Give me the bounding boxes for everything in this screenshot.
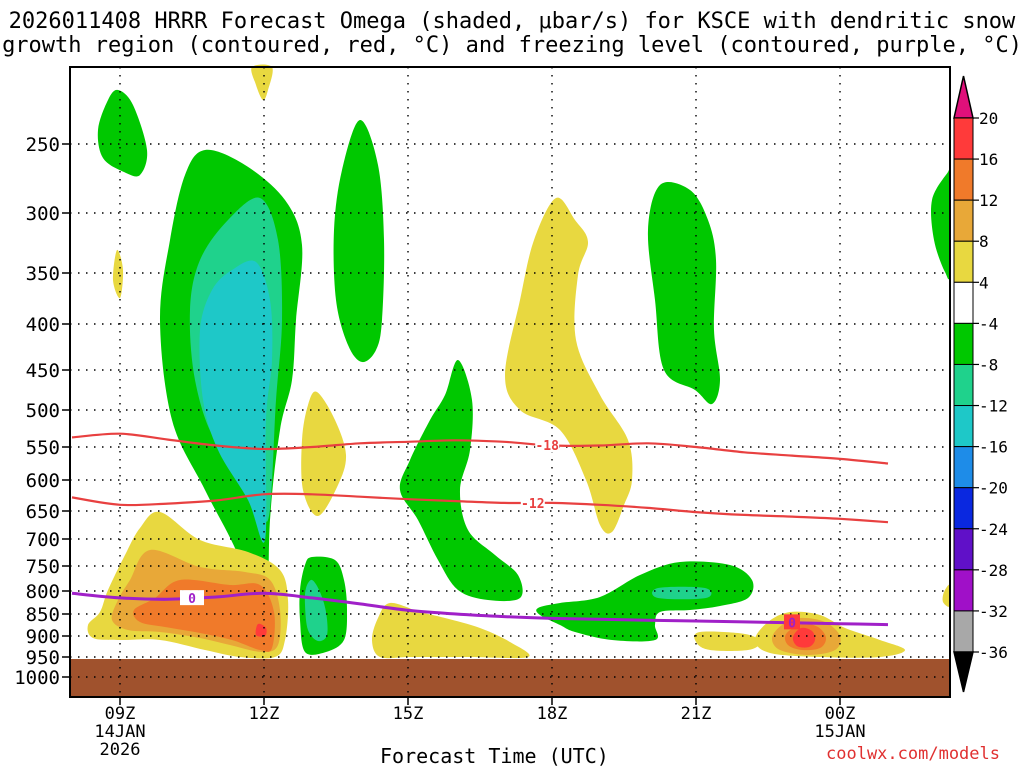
contour-label--12: -12 (521, 497, 544, 512)
y-tick-label-350: 350 (26, 263, 60, 285)
omega-ascent-21z-low-core (652, 586, 712, 600)
contour-label-bg-0 (180, 590, 204, 606)
grid-lines (70, 67, 950, 697)
colorbar-swatch-6 (953, 363, 974, 407)
colorbar-label--24: -24 (979, 520, 1008, 539)
colorbar-label-12: 12 (979, 191, 998, 210)
colorbar-swatch-0 (953, 117, 974, 160)
y-tick-label-650: 650 (26, 501, 60, 523)
omega-descent-13z-mid (301, 391, 347, 517)
contour-line--12 (71, 492, 889, 524)
contour-label--18: -18 (535, 439, 559, 454)
chart-title-line-1: 2026011408 HRRR Forecast Omega (shaded, … (8, 9, 1016, 34)
colorbar-swatch-7 (953, 405, 974, 448)
colorbar-label--28: -28 (979, 561, 1008, 580)
omega-descent-11z-low-12 (133, 579, 275, 652)
contour-label-bg-0-b (784, 614, 800, 630)
colorbar-label-16: 16 (979, 150, 998, 169)
x-tick-sublabel-14jan: 14JAN (94, 722, 145, 742)
contour-label-0-b: 0 (788, 616, 796, 631)
colorbar-label--16: -16 (979, 438, 1008, 457)
y-tick-label-700: 700 (26, 529, 60, 551)
x-tick-label-12Z: 12Z (249, 704, 280, 724)
x-tick-label-15Z: 15Z (393, 704, 424, 724)
y-tick-label-1000: 1000 (14, 667, 60, 689)
colorbar-label-8: 8 (979, 232, 989, 251)
contour-label-bg--18 (535, 437, 560, 453)
x-tick-sublabel-2026: 2026 (100, 740, 141, 760)
site-credit[interactable]: coolwx.com/models (826, 744, 1000, 764)
colorbar: 20 16 12 8 4 -4 -8 -12 -16 -20 -24 -28 -32 -36 (953, 75, 1008, 693)
colorbar-swatch-1 (953, 158, 974, 201)
colorbar-label--12: -12 (979, 397, 1008, 416)
contour-line--18 (71, 432, 889, 465)
omega-descent-edge-800 (942, 584, 951, 607)
y-tick-label-850: 850 (26, 604, 60, 626)
colorbar-swatch-4 (953, 281, 974, 324)
omega-descent-15z-low (371, 602, 530, 659)
y-tick-label-550: 550 (26, 437, 60, 459)
colorbar-swatch-12 (953, 610, 974, 653)
colorbar-label--32: -32 (979, 602, 1008, 621)
omega-ascent-16z (399, 359, 523, 602)
omega-ascent-20z-low (536, 561, 754, 642)
x-tick-label-18Z: 18Z (537, 704, 568, 724)
colorbar-swatch-9 (953, 487, 974, 530)
colorbar-label--20: -20 (979, 479, 1008, 498)
chart-title-line-2: growth region (contoured, red, °C) and f… (2, 33, 1022, 58)
y-tick-label-750: 750 (26, 556, 60, 578)
colorbar-label-20: 20 (979, 109, 998, 128)
omega-ascent-11z-max (199, 260, 273, 543)
omega-descent-18z (505, 197, 633, 534)
colorbar-label--36: -36 (979, 643, 1008, 662)
contour-label-0: 0 (188, 592, 196, 607)
temperature-contours: -18 -12 0 0 (71, 432, 889, 631)
omega-shading (87, 64, 951, 659)
x-tick-label-09Z: 09Z (105, 704, 136, 724)
y-tick-label-400: 400 (26, 314, 60, 336)
colorbar-swatch-2 (953, 199, 974, 242)
axes: 2503003504004505005506006507007508008509… (14, 66, 951, 760)
colorbar-label--8: -8 (979, 355, 998, 374)
x-tick-label-21Z: 21Z (681, 704, 712, 724)
omega-ascent-09z-upper (97, 89, 148, 177)
omega-ascent-21z-upper (647, 182, 721, 405)
omega-descent-top-12z (251, 64, 273, 101)
colorbar-swatch-8 (953, 446, 974, 489)
colorbar-top-arrow (953, 75, 974, 119)
omega-ascent-13z-low-core (304, 579, 328, 642)
omega-descent-09z-350 (112, 249, 124, 299)
y-tick-label-300: 300 (26, 203, 60, 225)
omega-descent-12z-max (255, 623, 267, 637)
ground-surface (70, 659, 950, 697)
colorbar-swatch-11 (953, 569, 974, 612)
x-tick-label-00Z: 00Z (825, 704, 856, 724)
y-tick-label-450: 450 (26, 360, 60, 382)
y-tick-label-500: 500 (26, 400, 60, 422)
colorbar-label-4: 4 (979, 273, 989, 292)
x-tick-sublabel-15jan: 15JAN (814, 722, 865, 742)
colorbar-swatch-3 (953, 240, 974, 283)
colorbar-swatch-10 (953, 528, 974, 571)
omega-descent-23z-max (792, 627, 816, 648)
y-tick-label-800: 800 (26, 581, 60, 603)
colorbar-swatch-5 (953, 322, 974, 365)
plot-frame (69, 66, 951, 698)
ground-fill (70, 659, 950, 697)
y-tick-label-250: 250 (26, 134, 60, 156)
y-tick-label-950: 950 (26, 647, 60, 669)
y-tick-label-600: 600 (26, 470, 60, 492)
omega-ascent-14z-upper (333, 119, 385, 363)
contour-label-bg--12 (520, 494, 545, 510)
x-axis-title: Forecast Time (UTC) (380, 744, 609, 768)
colorbar-label--4: -4 (979, 314, 998, 333)
contour-line-0 (71, 591, 889, 627)
y-tick-label-900: 900 (26, 626, 60, 648)
colorbar-bottom-arrow (953, 651, 974, 693)
omega-ascent-edge-upper (931, 163, 951, 280)
